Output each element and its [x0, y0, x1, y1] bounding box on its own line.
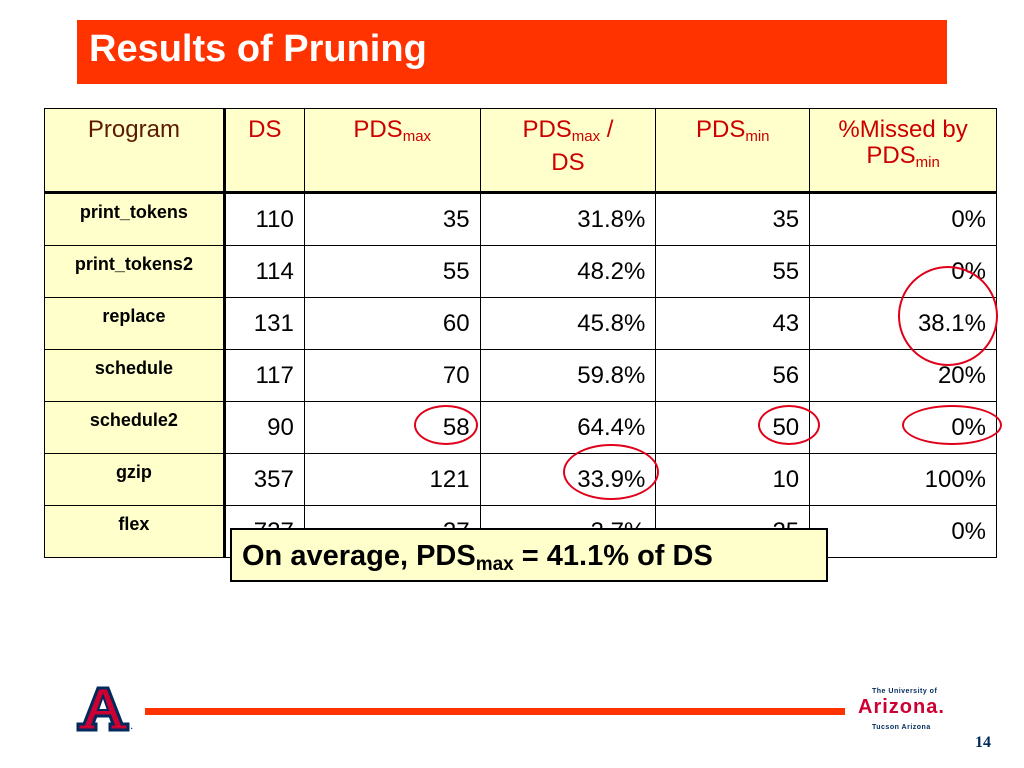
average-summary-text: On average, PDSmax = 41.1% of DS: [242, 540, 713, 575]
highlight-circle-gzip-pdsmax: [414, 405, 478, 445]
cell-pdsmin: 55: [655, 245, 811, 298]
cell-pdsmin: 56: [655, 349, 811, 402]
cell-ds: 90: [223, 401, 305, 454]
university-a-logo: .: [76, 684, 134, 732]
cell-pdsmax: 55: [303, 245, 481, 298]
cell-pdsmax: 121: [303, 453, 481, 506]
highlight-circle-flex-ratio: [563, 444, 659, 500]
highlight-circle-gzip-pdsmin: [758, 405, 820, 445]
cell-program: replace: [44, 297, 226, 350]
cell-program: print_tokens2: [44, 245, 226, 298]
header-ds: DS: [223, 108, 305, 193]
cell-ds: 117: [223, 349, 305, 402]
average-summary-box: On average, PDSmax = 41.1% of DS: [230, 528, 828, 582]
slide-title: Results of Pruning: [89, 28, 427, 70]
cell-program: schedule: [44, 349, 226, 402]
cell-missed: 100%: [809, 453, 997, 506]
cell-pdsmax: 60: [303, 297, 481, 350]
cell-program: flex: [44, 505, 226, 558]
table-row: schedule2 90 58 64.4% 50 0%: [44, 401, 997, 454]
cell-program: gzip: [44, 453, 226, 506]
table-row: gzip 357 121 33.9% 10 100%: [44, 453, 997, 506]
header-pdsmin: PDSmin: [655, 108, 811, 193]
footer-divider: [145, 708, 845, 715]
page-number: 14: [975, 734, 991, 751]
header-program: Program: [44, 108, 226, 193]
cell-pdsmax: 35: [303, 192, 481, 246]
cell-ratio: 31.8%: [479, 192, 657, 246]
header-ratio: PDSmax / DS: [479, 108, 657, 193]
cell-program: schedule2: [44, 401, 226, 454]
title-bar: Results of Pruning: [77, 20, 947, 84]
table-row: schedule 117 70 59.8% 56 20%: [44, 349, 997, 402]
university-wordmark: The University of Arizona. Tucson Arizon…: [858, 688, 945, 731]
table-header-row: Program DS PDSmax PDSmax / DS PDSmin %Mis…: [44, 108, 997, 193]
table-row: print_tokens2 114 55 48.2% 55 0%: [44, 245, 997, 298]
cell-ds: 131: [223, 297, 305, 350]
highlight-circle-missed-replace-schedule: [898, 266, 998, 366]
cell-pdsmin: 43: [655, 297, 811, 350]
cell-pdsmin: 10: [655, 453, 811, 506]
cell-ds: 110: [223, 192, 305, 246]
cell-ratio: 45.8%: [479, 297, 657, 350]
highlight-circle-gzip-missed: [902, 405, 1002, 445]
cell-ds: 114: [223, 245, 305, 298]
cell-ratio: 59.8%: [479, 349, 657, 402]
cell-program: print_tokens: [44, 192, 226, 246]
cell-missed: 0%: [809, 505, 997, 558]
cell-pdsmin: 35: [655, 192, 811, 246]
cell-pdsmax: 70: [303, 349, 481, 402]
results-table: Program DS PDSmax PDSmax / DS PDSmin %Mis…: [44, 108, 997, 558]
header-pdsmax: PDSmax: [303, 108, 481, 193]
cell-ratio: 48.2%: [479, 245, 657, 298]
table-row: print_tokens 110 35 31.8% 35 0%: [44, 192, 997, 246]
table-row: replace 131 60 45.8% 43 38.1%: [44, 297, 997, 350]
cell-missed: 0%: [809, 192, 997, 246]
cell-ds: 357: [223, 453, 305, 506]
header-missed: %Missed by PDSmin: [809, 108, 997, 193]
